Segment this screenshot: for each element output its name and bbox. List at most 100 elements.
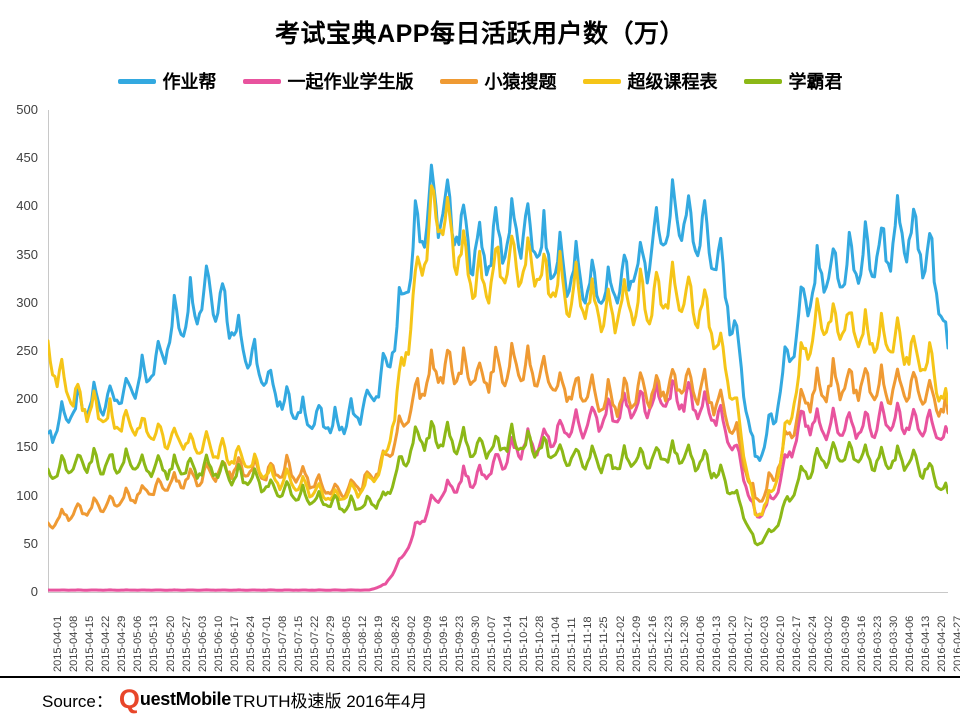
x-axis-tick-label: 2015-07-29 [325,615,338,672]
legend-item[interactable]: 作业帮 [117,68,217,94]
series-line [48,378,948,592]
x-axis-tick-label: 2016-03-30 [887,615,900,672]
x-axis-tick-label: 2015-09-02 [405,615,418,672]
series-line [48,341,948,530]
y-axis-tick-label: 400 [16,198,38,214]
x-axis-tick-label: 2015-10-07 [485,615,498,672]
legend-label: 一起作业学生版 [287,72,414,92]
x-axis-tick-label: 2016-01-06 [694,615,707,672]
x-axis-tick-label: 2016-04-27 [952,615,960,672]
x-axis-tick-label: 2015-08-12 [357,615,370,672]
legend-label: 超级课程表 [627,72,718,92]
x-axis-tick-label: 2015-05-13 [148,615,161,672]
x-axis-tick-label: 2015-05-06 [132,615,145,672]
x-axis-tick-label: 2015-06-03 [196,615,209,672]
y-axis-tick-label: 450 [16,150,38,166]
legend-item[interactable]: 一起作业学生版 [242,68,414,94]
x-axis-tick-label: 2015-11-25 [598,616,611,672]
legend-color-swatch [117,78,156,84]
legend-label: 学霸君 [788,72,843,92]
x-axis-tick-label: 2015-04-29 [116,615,129,672]
source-text: TRUTH极速版 2016年4月 [232,691,428,711]
logo-letter: Q [118,684,140,714]
x-axis-tick-label: 2015-06-10 [212,615,225,672]
x-axis-tick-label: 2015-08-26 [389,615,402,672]
legend-color-swatch [242,78,281,84]
x-axis-tick-label: 2015-10-28 [534,615,547,672]
x-axis-tick-label: 2015-09-16 [437,615,450,672]
x-axis-tick-label: 2015-12-23 [662,615,675,672]
y-axis-tick-label: 200 [16,391,38,407]
source-prefix: Source： [42,691,113,711]
x-axis-tick-label: 2015-09-30 [469,615,482,672]
x-axis-tick-label: 2016-04-06 [903,615,916,672]
x-axis-tick-label: 2016-02-17 [791,615,804,672]
x-axis-tick-label: 2015-09-23 [453,615,466,672]
legend-color-swatch [439,78,478,84]
x-axis-tick-label: 2015-11-18 [582,616,595,672]
plot-area [48,110,948,592]
series-line [48,163,948,462]
x-axis-tick-label: 2015-11-04 [550,616,563,672]
y-axis-tick-label: 0 [30,584,38,599]
legend-color-swatch [743,78,782,84]
x-axis-tick-label: 2015-10-21 [518,615,531,672]
x-axis-tick-label: 2015-04-01 [52,615,64,672]
x-axis-tick-label: 2015-12-30 [678,615,691,672]
x-axis-tick-label: 2015-12-02 [614,615,627,672]
legend-color-swatch [582,78,621,84]
x-axis-tick-label: 2015-04-22 [100,615,113,672]
x-axis-tick-label: 2015-08-19 [373,615,386,672]
y-axis-tick-label: 150 [16,439,38,455]
x-axis-tick-label: 2015-12-16 [646,615,659,672]
x-axis-tick-label: 2015-05-20 [164,615,177,672]
x-axis-tick-label: 2015-07-15 [293,615,306,672]
x-axis-tick-label: 2015-06-24 [244,615,257,672]
x-axis-tick-label: 2016-02-10 [775,615,788,672]
x-axis-tick-label: 2016-03-16 [855,615,868,672]
x-axis-tick-label: 2015-06-17 [228,615,241,672]
x-axis-tick-label: 2016-02-03 [759,615,772,672]
series-line [48,419,948,547]
x-axis-tick-label: 2015-12-09 [630,615,643,672]
y-axis-tick-label: 500 [16,102,38,117]
series-lines [48,163,948,592]
x-axis-tick-label: 2016-03-02 [823,615,836,672]
chart-legend: 作业帮 一起作业学生版 小猿搜题 超级课程表 学霸君 [0,68,960,94]
x-axis-tick-label: 2016-04-20 [935,615,948,672]
x-axis-tick-label: 2016-02-24 [807,615,820,672]
x-axis-tick-label: 2015-07-01 [260,615,273,672]
x-axis-tick-label: 2016-03-23 [871,615,884,672]
x-axis: 2015-04-01 2015-04-08 2015-04-15 2015-04-22… [48,596,960,674]
legend-item[interactable]: 学霸君 [743,68,843,94]
y-axis-tick-label: 100 [16,487,38,503]
x-axis-tick-label: 2016-01-13 [710,615,723,672]
x-axis-tick-label: 2016-04-13 [919,615,932,672]
x-axis-tick-label: 2015-08-05 [341,615,354,672]
legend-label: 小猿搜题 [484,72,557,92]
y-axis-tick-label: 350 [16,246,38,262]
source-footer: Source： Q uestMobile TRUTH极速版 2016年4月 [0,676,960,720]
y-axis: 0 50 100 150 200 250 300 350 400 450 500 [0,102,44,599]
legend-item[interactable]: 超级课程表 [582,68,718,94]
legend-item[interactable]: 小猿搜题 [439,68,557,94]
page-title: 考试宝典APP每日活跃用户数（万） [275,20,685,48]
x-axis-tick-label: 2015-11-11 [566,617,579,672]
x-axis-tick-label: 2016-01-20 [727,615,739,672]
series-line [48,184,948,518]
questmobile-logo: Q uestMobile [118,684,231,714]
x-axis-tick-label: 2015-10-14 [502,615,514,672]
x-axis-tick-label: 2015-04-15 [84,615,97,672]
x-axis-line [48,592,948,593]
legend-label: 作业帮 [162,72,217,92]
x-axis-tick-label: 2016-01-27 [743,615,756,672]
x-axis-tick-label: 2015-05-27 [180,615,193,672]
x-axis-tick-label: 2015-09-09 [421,615,434,672]
y-axis-tick-label: 300 [16,294,38,310]
y-axis-tick-label: 250 [16,343,38,358]
x-axis-tick-label: 2015-07-08 [277,615,289,672]
y-axis-tick-label: 50 [23,535,38,551]
x-axis-tick-label: 2015-04-08 [68,615,81,672]
x-axis-tick-label: 2015-07-22 [309,615,322,672]
